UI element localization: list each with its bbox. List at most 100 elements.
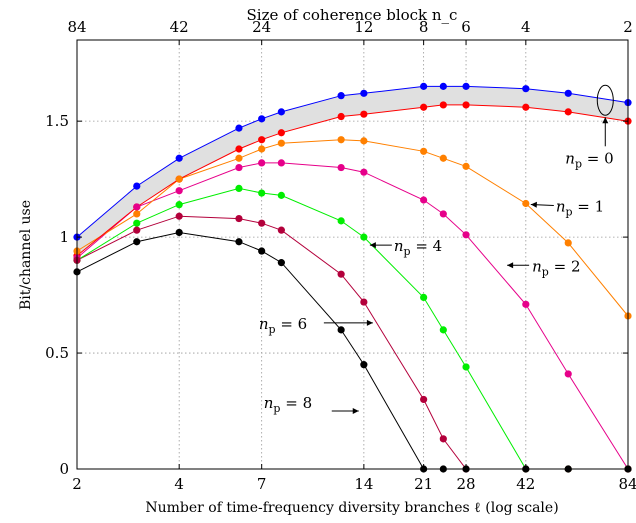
data-point — [360, 137, 368, 145]
top-tick-label: 24 — [252, 18, 271, 36]
data-point — [277, 108, 285, 116]
data-point — [337, 92, 345, 100]
data-point — [337, 270, 345, 278]
top-tick-label: 6 — [461, 18, 471, 36]
np4-arrow-head — [369, 242, 376, 249]
series-line — [76, 162, 629, 470]
x-tick-label: 4 — [174, 475, 184, 493]
data-point — [258, 115, 266, 123]
np0-ellipse — [596, 84, 614, 116]
np0-label: np = 0 — [565, 149, 613, 170]
data-point — [564, 239, 572, 247]
data-point — [175, 228, 183, 237]
x-tick-label: 14 — [354, 475, 373, 493]
data-point — [235, 124, 243, 132]
top-axis-title: Size of coherence block n_c — [247, 6, 458, 24]
data-point — [360, 110, 368, 118]
data-point — [462, 101, 470, 109]
data-point — [277, 226, 285, 234]
data-point — [258, 159, 266, 167]
data-point — [360, 89, 368, 97]
data-point — [420, 147, 428, 155]
data-point — [564, 370, 572, 378]
np1-arrow-head — [530, 201, 537, 208]
data-point — [439, 101, 447, 109]
data-point — [522, 103, 530, 111]
data-point — [420, 395, 428, 404]
data-point — [258, 247, 266, 255]
np0-band — [77, 86, 628, 256]
np6-arrow-head — [366, 319, 373, 326]
series-line — [76, 139, 629, 317]
data-point — [420, 293, 428, 301]
data-point — [564, 108, 572, 116]
data-point — [360, 361, 368, 369]
data-point — [277, 259, 285, 267]
data-point — [522, 85, 530, 93]
data-point — [133, 182, 141, 190]
data-point — [133, 203, 141, 211]
data-point — [337, 326, 345, 334]
y-axis-title: Bit/channel use — [18, 200, 34, 310]
np8-label: np = 8 — [264, 394, 312, 415]
data-point — [360, 233, 368, 241]
data-point — [175, 154, 183, 162]
top-tick-label: 4 — [521, 18, 531, 36]
np0-band-fill — [77, 86, 628, 256]
np4-label: np = 4 — [394, 237, 442, 258]
data-point — [439, 435, 447, 443]
data-point — [439, 210, 447, 218]
data-point — [337, 217, 345, 225]
data-point — [462, 82, 470, 90]
np2-label: np = 2 — [532, 257, 580, 278]
x-axis-title: Number of time-frequency diversity branc… — [145, 500, 558, 516]
data-point — [439, 326, 447, 334]
data-point — [439, 154, 447, 162]
data-point — [462, 363, 470, 371]
data-point — [277, 129, 285, 137]
data-point — [133, 219, 141, 227]
data-point — [175, 212, 183, 220]
data-point — [337, 136, 345, 144]
data-point — [133, 210, 141, 218]
plot-frame — [76, 39, 629, 470]
y-tick-label: 0 — [59, 460, 69, 478]
x-tick-label: 2 — [72, 475, 82, 493]
data-point — [235, 238, 243, 246]
top-tick-label: 84 — [67, 18, 86, 36]
np1-label: np = 1 — [556, 197, 604, 218]
data-point — [522, 199, 530, 208]
data-point — [133, 226, 141, 234]
data-point — [277, 139, 285, 147]
data-point — [337, 112, 345, 121]
x-tick-label: 28 — [456, 475, 475, 493]
data-point — [258, 136, 266, 144]
x-tick-label: 42 — [516, 475, 535, 493]
data-point — [564, 89, 572, 97]
annotations: np = 0 np = 1 np = 2 np = 4 np = 6 np = 8 — [259, 84, 614, 415]
data-point — [360, 168, 368, 176]
series-line — [76, 215, 628, 470]
data-point — [439, 82, 447, 90]
x-tick-label: 21 — [414, 475, 433, 493]
data-point — [522, 300, 530, 308]
data-point — [235, 214, 243, 223]
series-line — [76, 187, 628, 470]
data-point — [420, 103, 428, 111]
top-tick-label: 12 — [354, 18, 373, 36]
series-line — [76, 104, 629, 257]
data-point — [235, 154, 243, 162]
np0-arrow-head — [602, 117, 609, 124]
x-tick-label: 84 — [618, 475, 636, 493]
data-point — [258, 145, 266, 153]
top-tick-label: 42 — [170, 18, 189, 36]
data-point — [462, 231, 470, 239]
y-tick-label: 1.5 — [45, 112, 69, 130]
np6-label: np = 6 — [259, 315, 307, 336]
data-point — [277, 191, 285, 199]
x-tick-label: 7 — [257, 475, 267, 493]
data-point — [235, 163, 243, 172]
data-point — [277, 159, 285, 167]
